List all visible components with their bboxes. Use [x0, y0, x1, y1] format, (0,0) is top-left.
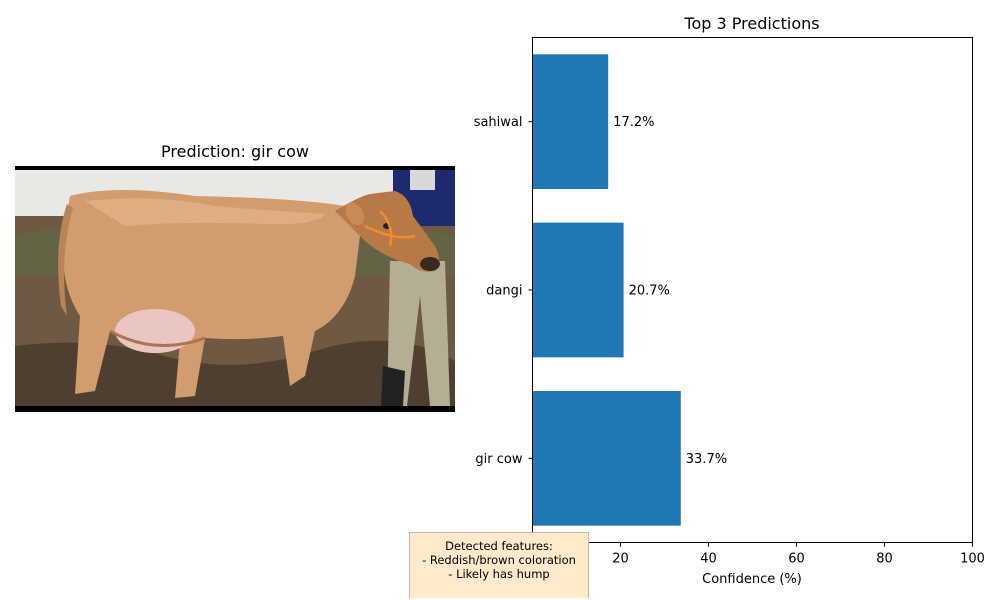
bar-sahiwal: [532, 54, 609, 190]
x-tick-label: 40: [700, 552, 717, 567]
bar-dangi: [532, 222, 624, 358]
cow-photo: [15, 166, 455, 412]
bar-value-label: 20.7%: [629, 284, 670, 299]
x-tick-label: 100: [960, 552, 985, 567]
bar-gir-cow: [532, 391, 681, 526]
features-heading: Detected features:: [445, 539, 553, 553]
feature-coloration: - Reddish/brown coloration: [422, 553, 576, 567]
image-prediction-title: Prediction: gir cow: [161, 142, 309, 161]
y-tick-label: gir cow: [475, 452, 522, 467]
bar-value-label: 17.2%: [613, 115, 654, 130]
detected-features-box: Detected features: - Reddish/brown color…: [409, 532, 589, 598]
y-tick-label: sahiwal: [474, 115, 523, 130]
chart-title: Top 3 Predictions: [683, 14, 819, 33]
bar-value-label: 33.7%: [686, 452, 727, 467]
y-tick-label: dangi: [486, 284, 522, 299]
feature-hump: - Likely has hump: [448, 567, 550, 581]
x-tick-label: 60: [788, 552, 805, 567]
x-tick-label: 20: [612, 552, 629, 567]
x-tick-label: 80: [876, 552, 893, 567]
x-axis-label: Confidence (%): [702, 572, 802, 587]
